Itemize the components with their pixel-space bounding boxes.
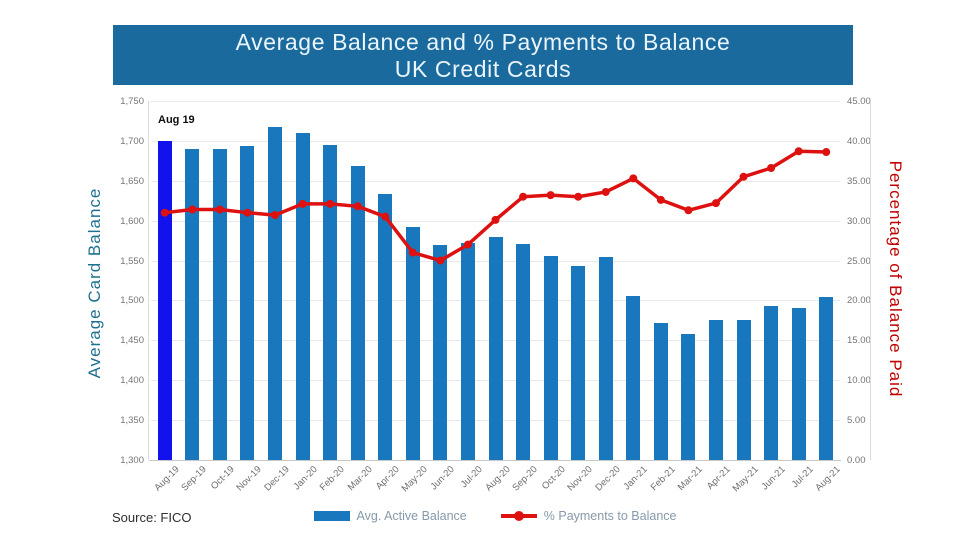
chart-border-right — [870, 101, 871, 460]
line-marker — [463, 240, 472, 249]
line-marker — [381, 212, 390, 221]
bar-Oct-19 — [212, 148, 227, 460]
line-marker — [767, 164, 776, 173]
line-marker — [491, 215, 500, 224]
left-axis-tick-label: 1,700 — [120, 135, 144, 147]
bar-Dec-19 — [268, 126, 283, 460]
bar-Jan-21 — [626, 296, 641, 460]
right-axis-tick-label: 0.00 — [847, 455, 866, 466]
left-axis-tick-label: 1,550 — [120, 255, 144, 267]
line-marker — [215, 205, 224, 214]
bar-Aug-20 — [488, 236, 503, 460]
bar-swatch-icon — [313, 511, 350, 521]
bar-Mar-21 — [681, 333, 696, 460]
line-marker — [326, 199, 335, 208]
source-note: Source: FICO — [112, 510, 192, 525]
chart-title-line1: Average Balance and % Payments to Balanc… — [235, 29, 731, 55]
gridline — [151, 140, 840, 142]
right-axis-tick-label: 15.00 — [847, 335, 871, 347]
line-marker — [519, 192, 528, 201]
left-axis-tick-label: 1,750 — [120, 96, 144, 107]
bar-May-20 — [405, 227, 420, 460]
bar-Dec-20 — [598, 256, 613, 460]
right-axis-tick-label: 10.00 — [847, 375, 871, 387]
bar-Jun-21 — [764, 306, 779, 460]
line-marker — [739, 172, 748, 181]
left-axis-tick-label: 1,500 — [120, 295, 144, 307]
bar-Nov-19 — [240, 145, 255, 460]
bar-Feb-20 — [323, 144, 338, 460]
line-marker — [656, 195, 665, 204]
bar-Sep-20 — [516, 243, 531, 460]
right-axis-tick-label: 40.00 — [847, 135, 871, 147]
line-marker — [160, 208, 169, 217]
legend-item-payments: % Payments to Balance — [500, 509, 677, 523]
bar-Sep-19 — [185, 148, 200, 460]
x-axis-line — [149, 460, 841, 461]
line-marker — [574, 192, 583, 201]
bar-Jul-21 — [791, 308, 806, 460]
gridline — [151, 180, 840, 182]
bar-Aug-19 — [157, 140, 172, 460]
line-marker — [546, 191, 555, 200]
bar-Nov-20 — [571, 266, 586, 460]
bar-Mar-20 — [350, 166, 365, 460]
bar-Oct-20 — [543, 255, 558, 460]
y-axis-line-left — [148, 101, 149, 460]
line-swatch-dot — [513, 511, 524, 521]
chart-title-bar: Average Balance and % Payments to Balanc… — [113, 25, 853, 85]
right-axis-tick-label: 20.00 — [847, 295, 871, 307]
left-axis-tick-label: 1,600 — [120, 215, 144, 227]
left-axis-tick-label: 1,350 — [120, 415, 144, 427]
bar-Jan-20 — [295, 132, 310, 460]
legend-item-avg-balance: Avg. Active Balance — [313, 509, 467, 523]
line-marker — [684, 206, 693, 215]
right-axis-tick-label: 35.00 — [847, 175, 871, 187]
line-marker — [711, 199, 720, 208]
right-axis-tick-label: 25.00 — [847, 255, 871, 267]
bar-Apr-20 — [378, 194, 393, 460]
left-axis-tick-label: 1,450 — [120, 335, 144, 347]
right-axis-tick-label: 30.00 — [847, 215, 871, 227]
chart-title-line2: UK Credit Cards — [394, 56, 572, 82]
line-marker — [271, 211, 280, 220]
left-axis-tick-label: 1,300 — [120, 455, 144, 466]
left-axis-tick-label: 1,400 — [120, 375, 144, 387]
annotation-aug19: Aug 19 — [158, 114, 195, 126]
left-axis-tick-label: 1,650 — [120, 175, 144, 187]
legend: Avg. Active Balance % Payments to Balanc… — [285, 509, 705, 523]
right-axis-tick-label: 45.00 — [847, 96, 871, 107]
line-marker — [436, 256, 445, 265]
legend-label-payments: % Payments to Balance — [543, 509, 677, 523]
bar-Aug-21 — [819, 297, 834, 460]
line-marker — [243, 208, 252, 217]
gridline — [151, 101, 840, 102]
line-swatch-icon — [500, 511, 537, 521]
line-marker — [629, 174, 638, 183]
line-series-path — [164, 149, 827, 263]
line-marker — [188, 205, 197, 214]
line-marker — [353, 202, 362, 211]
bar-Feb-21 — [653, 322, 668, 460]
line-marker — [408, 248, 417, 257]
right-axis-tick-label: 5.00 — [847, 415, 866, 427]
line-marker — [822, 148, 831, 157]
line-series-svg — [160, 147, 831, 265]
line-marker — [794, 147, 803, 156]
bar-Jul-20 — [460, 243, 475, 460]
bar-Jun-20 — [433, 244, 448, 460]
bar-May-21 — [736, 319, 751, 460]
line-marker — [298, 199, 307, 208]
bar-Apr-21 — [708, 320, 723, 460]
line-marker — [601, 187, 610, 196]
legend-label-avg-balance: Avg. Active Balance — [356, 509, 467, 523]
